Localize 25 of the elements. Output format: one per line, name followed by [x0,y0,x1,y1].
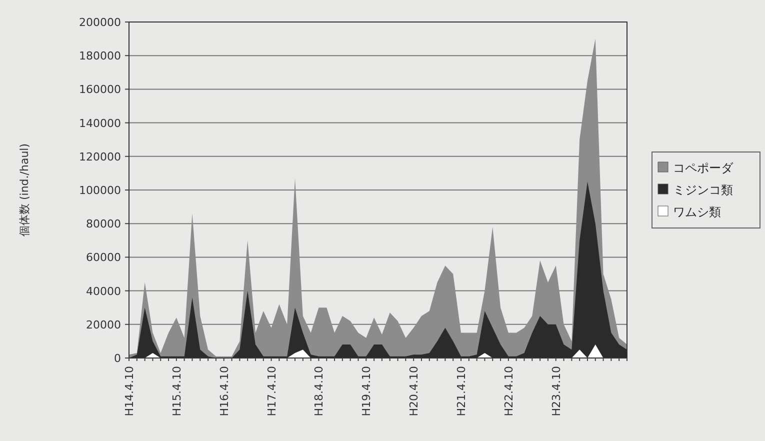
x-tick-label: H16.4.10 [218,366,231,416]
y-tick-label: 0 [114,352,121,365]
legend-label: ミジンコ類 [673,183,733,197]
x-tick-label: H18.4.10 [312,366,326,416]
x-tick-label: H17.4.10 [265,366,278,416]
y-tick-label: 140000 [79,116,121,130]
y-tick-label: 20000 [86,318,121,332]
y-tick-label: 200000 [79,16,121,29]
x-tick-label: H22.4.10 [502,366,516,416]
legend-label: ワムシ類 [673,205,721,219]
y-tick-label: 60000 [86,251,121,264]
x-tick-label: H23.4.10 [550,366,563,416]
legend-label: コペポーダ [673,161,734,175]
x-tick-label: H20.4.10 [408,366,421,416]
y-tick-label: 180000 [79,50,121,63]
y-axis-title: 個体数 (ind./haul) [18,143,31,237]
x-tick-label: H14.4.10 [123,366,136,416]
y-tick-label: 100000 [79,184,121,197]
x-tick-label: H21.4.10 [455,366,468,416]
y-tick-label: 120000 [79,150,121,164]
x-tick-label: H19.4.10 [360,366,374,416]
y-tick-label: 80000 [86,218,121,231]
y-tick-label: 40000 [86,284,121,298]
y-tick-label: 160000 [79,83,121,96]
x-tick-label: H15.4.10 [170,366,184,416]
